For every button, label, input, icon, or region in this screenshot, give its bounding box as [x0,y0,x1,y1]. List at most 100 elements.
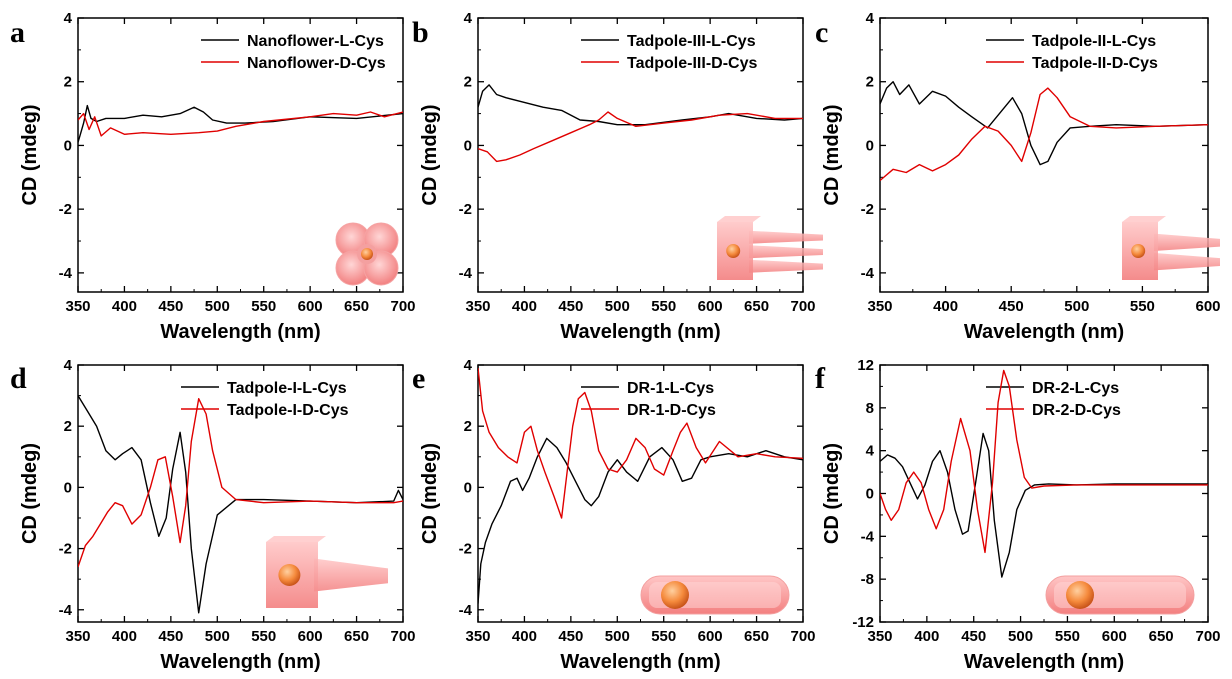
x-tick-label: 400 [512,628,537,645]
x-tick-label: 350 [65,628,90,645]
x-tick-label: 450 [158,298,183,315]
y-tick-label: -12 [852,614,874,631]
x-axis-label: Wavelength (nm) [160,651,320,673]
x-tick-label: 500 [1008,628,1033,645]
x-tick-label: 550 [251,298,276,315]
panel-letter: e [412,362,425,395]
x-tick-label: 500 [205,298,230,315]
series-line-DR-1-D-Cys [478,368,803,519]
y-tick-label: 2 [464,418,472,435]
x-tick-label: 600 [698,628,723,645]
legend-label: DR-1-D-Cys [627,402,716,419]
y-tick-label: -4 [459,265,473,282]
x-axis-label: Wavelength (nm) [560,651,720,673]
y-tick-label: 4 [464,357,473,374]
y-tick-label: -4 [459,602,473,619]
panel-letter: f [815,362,826,395]
series-line-DR-2-D-Cys [880,369,1208,554]
chart-panel-d: d 350 400 450 500 550 600 650 700 -4 -2 0 2 4 Waveleng… [10,357,416,673]
y-axis-label: CD (mdeg) [419,104,441,205]
dumbbell-rod-icon [640,575,790,615]
chart-panel-e: e 350 400 450 500 550 600 650 700 -4 -2 0 2 4 Waveleng… [412,357,816,673]
legend-label: Tadpole-II-L-Cys [1032,33,1156,50]
legend-label: Nanoflower-L-Cys [247,33,384,50]
panel-letter: b [412,16,429,49]
y-tick-label: 2 [464,74,472,91]
y-tick-label: -8 [861,571,874,588]
tadpole-one-tail-icon [266,536,388,608]
x-axis-label: Wavelength (nm) [964,651,1124,673]
y-axis-label: CD (mdeg) [19,104,41,205]
x-tick-label: 450 [961,628,986,645]
y-tick-label: 2 [64,74,72,91]
y-tick-label: 12 [857,357,874,374]
nanoflower-icon [335,222,399,286]
y-tick-label: 0 [866,137,874,154]
panel-letter: a [10,16,25,49]
legend-label: Tadpole-I-D-Cys [227,402,349,419]
x-tick-label: 550 [651,628,676,645]
x-tick-label: 350 [867,298,892,315]
y-tick-label: 4 [64,10,73,27]
y-tick-label: -2 [59,201,72,218]
x-tick-label: 700 [1195,628,1220,645]
x-tick-label: 500 [205,628,230,645]
chart-panel-b: b 350 400 450 500 550 600 650 700 -4 -2 0 2 4 Waveleng… [412,10,823,343]
x-tick-label: 600 [298,298,323,315]
x-tick-label: 700 [390,628,415,645]
y-tick-label: 8 [866,400,874,417]
x-tick-label: 450 [999,298,1024,315]
x-tick-label: 400 [112,628,137,645]
legend-label: Tadpole-I-L-Cys [227,380,347,397]
y-tick-label: -4 [861,265,875,282]
series-line-DR-2-L-Cys [880,432,1208,578]
series-line-Nanoflower-D-Cys [78,111,403,137]
y-tick-label: 0 [464,137,472,154]
series-line-Nanoflower-L-Cys [78,104,403,143]
series-line-Tadpole-I-D-Cys [78,398,403,568]
y-tick-label: 0 [464,479,472,496]
legend-label: Tadpole-II-D-Cys [1032,55,1158,72]
chart-panel-f: f 350 400 450 500 550 600 650 700 -12 -8 -4 0 4 8 12 Wav… [815,357,1221,673]
y-axis-label: CD (mdeg) [19,443,41,544]
x-tick-label: 450 [158,628,183,645]
x-tick-label: 550 [1055,628,1080,645]
legend-label: DR-2-L-Cys [1032,380,1119,397]
y-tick-label: -2 [459,201,472,218]
x-tick-label: 600 [298,628,323,645]
tadpole-two-tails-icon [1122,216,1220,280]
y-axis-label: CD (mdeg) [419,443,441,544]
x-tick-label: 400 [933,298,958,315]
x-tick-label: 650 [344,628,369,645]
y-tick-label: -4 [59,602,73,619]
y-tick-label: -4 [59,265,73,282]
x-tick-label: 700 [390,298,415,315]
legend-label: Tadpole-III-L-Cys [627,33,756,50]
panel-letter: d [10,362,27,395]
x-tick-label: 450 [558,628,583,645]
x-tick-label: 400 [512,298,537,315]
x-tick-label: 350 [65,298,90,315]
x-tick-label: 450 [558,298,583,315]
y-tick-label: 0 [866,486,874,503]
chart-panel-c: c 350 400 450 500 550 600 -4 -2 0 2 4 Wavelength (nm… [815,10,1221,343]
x-tick-label: 650 [1149,628,1174,645]
series-line-DR-1-L-Cys [478,437,803,604]
x-tick-label: 500 [605,628,630,645]
x-tick-label: 650 [744,628,769,645]
y-axis-label: CD (mdeg) [821,104,843,205]
legend-label: DR-1-L-Cys [627,380,714,397]
tadpole-three-tails-icon [717,216,823,280]
x-axis-label: Wavelength (nm) [160,321,320,343]
x-tick-label: 400 [914,628,939,645]
y-tick-label: 4 [866,443,875,460]
x-tick-label: 550 [1130,298,1155,315]
x-tick-label: 350 [867,628,892,645]
x-tick-label: 400 [112,298,137,315]
series-line-Tadpole-III-D-Cys [478,111,803,163]
y-tick-label: 4 [464,10,473,27]
y-axis-label: CD (mdeg) [821,443,843,544]
y-tick-label: -2 [459,541,472,558]
x-tick-label: 500 [605,298,630,315]
